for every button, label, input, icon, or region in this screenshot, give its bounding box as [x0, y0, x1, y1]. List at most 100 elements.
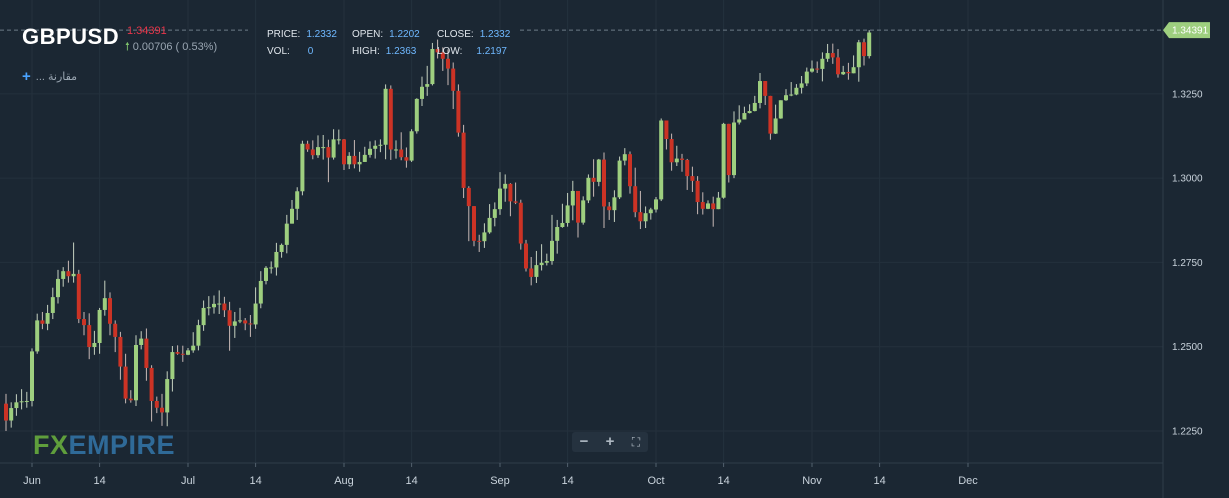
high-readout: HIGH: 1.2363: [352, 46, 416, 57]
candle-up: [789, 94, 794, 96]
x-tick-label: 14: [873, 475, 885, 487]
candle-down: [513, 201, 518, 203]
candle-up: [617, 160, 622, 198]
x-tick-label: Aug: [334, 475, 354, 487]
x-tick-label: 14: [405, 475, 417, 487]
candle-up: [300, 143, 305, 192]
candle-down: [633, 186, 638, 213]
candle-up: [295, 191, 300, 209]
candle-up: [212, 303, 216, 308]
candle-up: [716, 197, 721, 210]
candle-up: [721, 123, 726, 198]
candle-up: [544, 261, 549, 263]
candle-up: [596, 159, 601, 182]
x-tick-label: Jul: [181, 475, 195, 487]
candle-up: [742, 113, 747, 120]
candle-up: [19, 401, 24, 403]
candle-down: [4, 403, 8, 421]
candle-up: [560, 222, 565, 228]
candle-down: [128, 398, 133, 401]
candle-down: [628, 154, 632, 187]
candle-down: [836, 57, 840, 75]
candle-down: [451, 68, 456, 91]
price-readout: PRICE: 1.2332: [267, 29, 337, 40]
compare-button[interactable]: + ... مقارنة: [22, 68, 77, 85]
candle-up: [487, 217, 492, 233]
arrow-up-icon: 🠕: [125, 41, 130, 53]
candle-down: [180, 353, 185, 355]
candle-up: [170, 352, 175, 380]
candle-up: [539, 262, 544, 266]
x-tick-label: 14: [561, 475, 573, 487]
candle-up: [378, 144, 383, 146]
candle-up: [784, 95, 788, 101]
candle-down: [305, 143, 310, 150]
candle-up: [534, 265, 539, 277]
candle-up: [97, 309, 102, 343]
candle-up: [773, 118, 778, 134]
last-price-tag-label: 1.34391: [1172, 26, 1209, 37]
candle-down: [685, 159, 690, 177]
candle-up: [643, 213, 648, 222]
candle-up: [737, 119, 742, 123]
candle-down: [123, 366, 128, 399]
candle-up: [659, 120, 664, 200]
candle-up: [290, 208, 294, 224]
candle-up: [550, 240, 554, 262]
symbol-title: GBPUSD: [22, 24, 120, 49]
y-tick-label: 1.3000: [1172, 174, 1203, 185]
candle-up: [622, 154, 627, 161]
x-tick-label: Sep: [490, 475, 510, 487]
low-label: LOW:: [437, 46, 463, 57]
candle-up: [565, 205, 570, 223]
candle-down: [664, 120, 669, 140]
candle-up: [45, 312, 50, 324]
vol-label: VOL:: [267, 46, 290, 57]
candle-down: [695, 180, 700, 203]
candle-down: [40, 320, 45, 324]
candle-up: [206, 307, 211, 309]
candle-up: [201, 307, 206, 326]
candle-up: [331, 139, 336, 158]
candle-down: [602, 159, 606, 207]
candle-up: [778, 100, 783, 119]
candle-down: [591, 177, 596, 182]
y-tick-label: 1.2750: [1172, 258, 1203, 269]
fullscreen-button[interactable]: ⛶: [631, 435, 641, 449]
logo-fx: FX: [33, 430, 69, 460]
candle-up: [232, 321, 237, 326]
candle-up: [191, 345, 196, 351]
candle-up: [804, 71, 809, 84]
zoom-out-button[interactable]: −: [579, 433, 589, 450]
candle-up: [654, 199, 658, 210]
candle-down: [680, 158, 684, 160]
fxempire-logo: FXEMPIRE: [33, 430, 175, 461]
open-label: OPEN:: [352, 29, 384, 40]
price-change-value: 0.00706 ( 0.53%): [132, 41, 218, 53]
y-tick-label: 1.2250: [1172, 426, 1203, 437]
candle-up: [92, 342, 97, 348]
candle-up: [383, 88, 388, 145]
candle-up: [482, 232, 487, 242]
candle-up: [71, 273, 76, 277]
close-value: 1.2332: [479, 29, 511, 40]
candle-down: [763, 81, 768, 96]
candle-up: [368, 148, 372, 155]
candle-down: [399, 149, 404, 158]
candle-up: [30, 351, 34, 401]
zoom-in-button[interactable]: +: [605, 433, 615, 450]
candle-up: [498, 188, 502, 210]
candle-down: [768, 95, 773, 134]
candle-up: [586, 177, 591, 201]
candle-up: [503, 183, 508, 189]
candle-up: [799, 83, 804, 88]
candle-up: [264, 267, 268, 281]
x-tick-label: Jun: [23, 475, 41, 487]
candle-up: [61, 271, 66, 279]
last-price-tag: [1163, 22, 1210, 39]
candle-up: [825, 53, 830, 59]
candle-up: [274, 251, 279, 268]
high-label: HIGH:: [352, 46, 380, 57]
